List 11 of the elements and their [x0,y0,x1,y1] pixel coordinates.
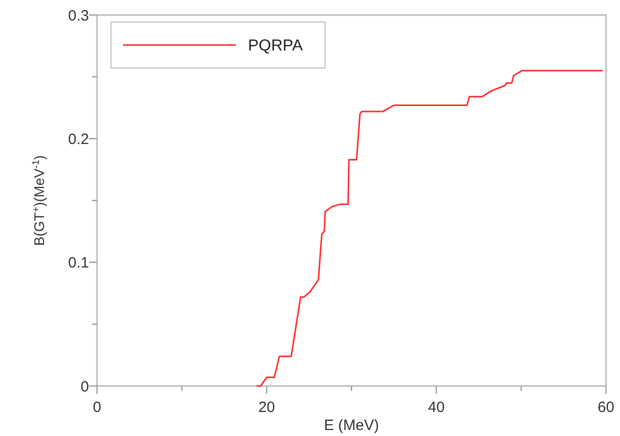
x-tick-label: 20 [258,399,276,416]
y-tick-label: 0.1 [68,254,89,272]
text: PQRPA [248,38,304,55]
line-series [256,70,604,387]
y-tick-label: 0 [80,378,89,396]
x-tick-label: 60 [598,399,614,416]
x-axis-title: E (MeV) [324,417,380,434]
y-tick-label: 0.3 [68,7,89,24]
x-tick-label: 40 [428,399,445,416]
y-tick-label: 0.2 [68,130,89,148]
x-tick-label: 0 [92,399,102,416]
